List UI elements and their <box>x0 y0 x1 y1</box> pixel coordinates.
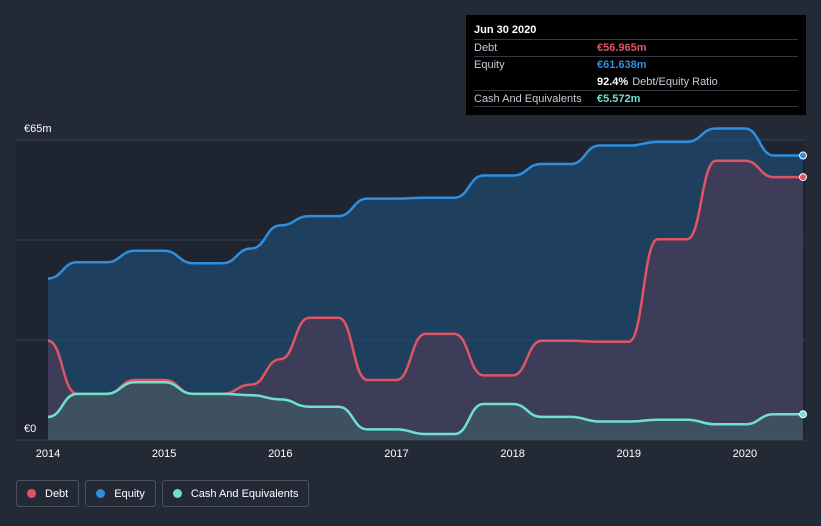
tooltip-debt-value: €56.965m <box>597 42 647 54</box>
series-end-markers <box>799 151 807 419</box>
series-lines <box>47 127 803 436</box>
debt-dot-icon <box>27 489 36 498</box>
cash-and-equivalents-line <box>47 381 803 436</box>
legend-item-debt[interactable]: Debt <box>16 480 80 507</box>
axis-tick-labels: 2014 2015 2016 2017 2018 2019 2020 €65m €0 <box>24 123 757 460</box>
x-tick-label: 2018 <box>500 448 524 460</box>
tooltip-equity-value: €61.638m <box>597 59 647 71</box>
tooltip-equity-label: Equity <box>474 59 505 71</box>
equity-line <box>47 127 803 280</box>
debt-end-dot <box>799 173 807 182</box>
chart-legend: Debt Equity Cash And Equivalents <box>16 480 310 507</box>
legend-item-equity[interactable]: Equity <box>85 480 156 507</box>
debt-area <box>48 160 803 440</box>
cash-and-equivalents-end-dot <box>799 410 807 419</box>
x-tick-label: 2020 <box>733 448 757 460</box>
x-tick-label: 2019 <box>617 448 641 460</box>
x-tick-label: 2016 <box>268 448 292 460</box>
legend-equity-label: Equity <box>114 487 145 500</box>
y-tick-label: €65m <box>24 123 52 135</box>
debt-line <box>47 159 803 396</box>
series-areas <box>48 128 803 440</box>
y-tick-label: €0 <box>24 423 36 435</box>
tooltip-cash-row: Cash And Equivalents €5.572m <box>474 90 798 107</box>
tooltip-ratio-value: 92.4% <box>597 75 629 88</box>
cash-and-equivalents-area <box>48 382 803 440</box>
tooltip-ratio-label: Debt/Equity Ratio <box>632 75 718 88</box>
tooltip-cash-value: €5.572m <box>597 92 641 105</box>
tooltip-debt-row: Debt €56.965m <box>474 39 798 56</box>
legend-item-cash[interactable]: Cash And Equivalents <box>161 480 310 507</box>
tooltip-ratio-row: 92.4% Debt/Equity Ratio <box>474 73 798 90</box>
equity-end-dot <box>799 151 807 160</box>
x-tick-label: 2014 <box>36 448 60 460</box>
cash-dot-icon <box>172 489 182 498</box>
equity-dot-icon <box>96 489 106 498</box>
tooltip-date: Jun 30 2020 <box>474 24 537 36</box>
data-tooltip: Jun 30 2020 Debt €56.965m Equity €61.638… <box>466 15 806 115</box>
x-tick-label: 2017 <box>384 448 408 460</box>
legend-debt-label: Debt <box>45 487 69 500</box>
tooltip-equity-row: Equity €61.638m <box>474 56 798 73</box>
legend-cash-label: Cash And Equivalents <box>190 487 299 500</box>
x-tick-label: 2015 <box>152 448 176 460</box>
tooltip-cash-label: Cash And Equivalents <box>474 92 582 105</box>
tooltip-debt-label: Debt <box>474 42 498 54</box>
